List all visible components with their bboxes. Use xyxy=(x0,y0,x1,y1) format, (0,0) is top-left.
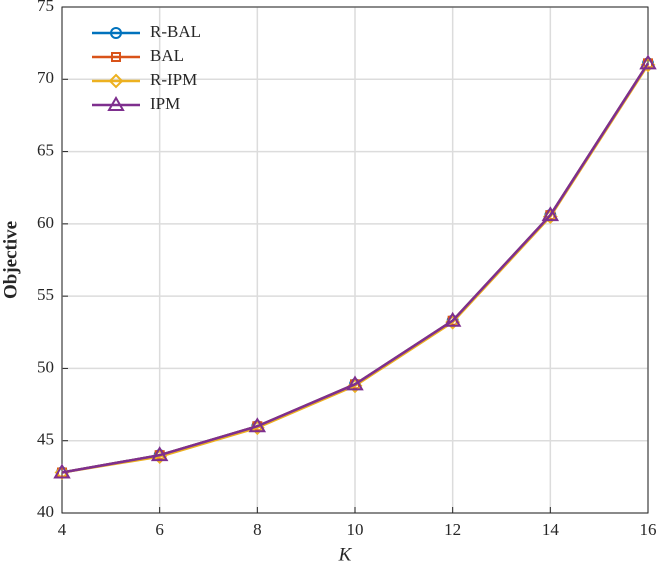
legend-marker xyxy=(108,73,124,89)
legend-label: R-BAL xyxy=(150,22,201,41)
y-tick-label: 60 xyxy=(37,213,54,232)
y-axis-label: Objective xyxy=(0,221,21,299)
data-point xyxy=(443,311,462,327)
legend-label: IPM xyxy=(150,94,180,113)
y-tick-label: 50 xyxy=(37,357,54,376)
x-tick-label: 10 xyxy=(347,520,364,539)
legend-marker xyxy=(110,27,122,39)
legend-label: R-IPM xyxy=(150,70,197,89)
y-tick-label: 45 xyxy=(37,430,54,449)
y-tick-label: 70 xyxy=(37,68,54,87)
data-point xyxy=(639,54,657,70)
data-point xyxy=(53,463,71,479)
y-tick-label: 65 xyxy=(37,140,54,159)
series-line xyxy=(61,62,650,474)
x-tick-label: 12 xyxy=(444,520,461,539)
x-axis-label: K xyxy=(338,544,353,565)
y-tick-label: 75 xyxy=(37,0,54,15)
data-point xyxy=(150,446,169,462)
x-tick-label: 14 xyxy=(542,520,560,539)
y-tick-label: 55 xyxy=(37,285,54,304)
legend-label: BAL xyxy=(150,46,184,65)
data-point xyxy=(346,375,364,391)
legend-marker xyxy=(107,96,125,111)
x-tick-label: 4 xyxy=(58,520,67,539)
axes-box xyxy=(61,6,649,514)
legend-marker xyxy=(111,52,121,62)
data-point xyxy=(248,417,267,433)
x-tick-label: 8 xyxy=(253,520,262,539)
x-tick-label: 16 xyxy=(640,520,657,539)
y-tick-label: 40 xyxy=(37,502,54,521)
data-point xyxy=(541,206,560,222)
x-tick-label: 6 xyxy=(155,520,164,539)
